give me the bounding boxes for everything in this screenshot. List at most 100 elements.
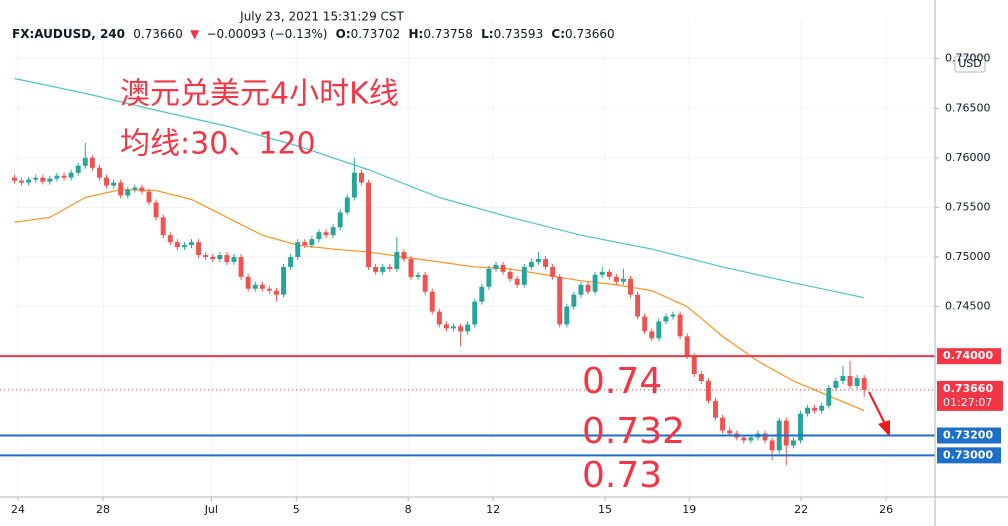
level-label: 0.74000 <box>943 349 993 362</box>
y-tick-label: 0.74500 <box>945 300 991 313</box>
candle-body <box>451 326 456 329</box>
candle-body <box>288 257 294 267</box>
last-price-tag <box>937 380 1003 411</box>
candle-body <box>691 356 697 375</box>
y-tick-label: 0.76500 <box>945 101 991 114</box>
candle-body <box>642 316 648 332</box>
candle-body <box>599 271 605 275</box>
x-tick-label: Jul <box>204 503 218 516</box>
annotation-level: 0.74 <box>582 361 662 402</box>
x-tick-label: 12 <box>486 503 500 516</box>
y-tick-label: 0.75000 <box>945 250 991 263</box>
plot <box>0 20 935 497</box>
candle-body <box>337 212 343 228</box>
candle-body <box>578 284 584 295</box>
candle-body <box>521 266 527 285</box>
candle-body <box>33 177 39 180</box>
candle-body <box>713 400 718 418</box>
candle-body <box>252 284 258 289</box>
candle-body <box>351 172 357 198</box>
y-tick-label: 0.77000 <box>945 52 991 65</box>
candle-body <box>75 165 81 173</box>
x-tick-label: 19 <box>682 503 696 516</box>
candle-body <box>649 331 655 339</box>
candle-body <box>401 252 407 259</box>
o-value: 0.73702 <box>351 27 401 41</box>
y-tick-label: 0.75500 <box>945 200 991 213</box>
candle-body <box>281 266 287 295</box>
candle-body <box>727 430 733 434</box>
candle-body <box>613 276 619 282</box>
price: 0.73660 <box>133 27 183 41</box>
level-label: 0.73000 <box>943 448 993 461</box>
candle-body <box>203 255 209 258</box>
candle-body <box>585 284 591 292</box>
symbol: FX:AUDUSD, 240 <box>12 27 125 41</box>
legend-line: FX:AUDUSD, 240 0.73660 ▼ −0.00093 (−0.13… <box>12 27 615 41</box>
candle-body <box>429 291 435 312</box>
candle-body <box>535 258 541 262</box>
candle-body <box>160 217 166 236</box>
candle-body <box>528 261 534 267</box>
candle-body <box>224 255 230 262</box>
h-label: H: <box>408 27 423 41</box>
l-value: 0.73593 <box>494 27 544 41</box>
candle-body <box>790 440 796 446</box>
candle-body <box>571 294 577 307</box>
candle-body <box>26 179 32 183</box>
candle-body <box>231 257 237 262</box>
candle-body <box>550 266 556 277</box>
x-tick-label: 8 <box>405 503 412 516</box>
candle-body <box>592 274 598 292</box>
candle-body <box>635 294 641 317</box>
candle-body <box>245 276 251 289</box>
candle-body <box>805 407 811 414</box>
candle-body <box>741 437 747 441</box>
candle-body <box>47 178 53 182</box>
annotation-level: 0.732 <box>582 411 685 452</box>
candle-body <box>189 242 194 246</box>
candle-body <box>82 157 88 166</box>
level-label: 0.73200 <box>943 429 993 442</box>
candle-body <box>68 172 74 178</box>
candle-body <box>854 377 860 386</box>
candle-body <box>295 242 301 258</box>
c-label: C: <box>551 27 565 41</box>
candle-body <box>656 321 662 339</box>
x-tick-label: 24 <box>11 503 25 516</box>
candle-body <box>238 257 244 277</box>
candle-body <box>422 274 428 292</box>
candle-body <box>705 380 711 401</box>
candle-body <box>259 284 265 289</box>
x-tick-label: 22 <box>794 503 808 516</box>
candle-body <box>797 413 803 441</box>
candle-body <box>125 189 131 196</box>
candle-body <box>436 311 442 325</box>
currency: USD <box>958 57 982 70</box>
candle-body <box>210 257 216 259</box>
candle-body <box>458 326 464 332</box>
datetime: July 23, 2021 15:31:29 CST <box>239 10 404 24</box>
forecast-arrow <box>868 391 890 437</box>
candle-body <box>720 417 726 431</box>
candle-body <box>557 276 563 325</box>
y-tick-label: 0.76000 <box>945 151 991 164</box>
change: −0.00093 (−0.13%) <box>206 27 327 41</box>
moving-average <box>14 77 865 299</box>
candle-body <box>769 440 775 451</box>
candle-body <box>330 227 336 236</box>
arrow-shaft <box>868 391 886 425</box>
x-tick-label: 28 <box>96 503 110 516</box>
change-arrow: ▼ <box>190 27 200 41</box>
x-tick-label: 15 <box>598 503 612 516</box>
candle-body <box>443 324 449 329</box>
candle-body <box>748 437 754 441</box>
candle-body <box>174 242 180 248</box>
candle-body <box>323 232 329 236</box>
countdown: 01:27:07 <box>943 396 992 409</box>
candle-body <box>96 167 102 178</box>
candle-body <box>309 239 315 246</box>
candle-body <box>217 255 223 259</box>
currency-box <box>954 55 986 73</box>
